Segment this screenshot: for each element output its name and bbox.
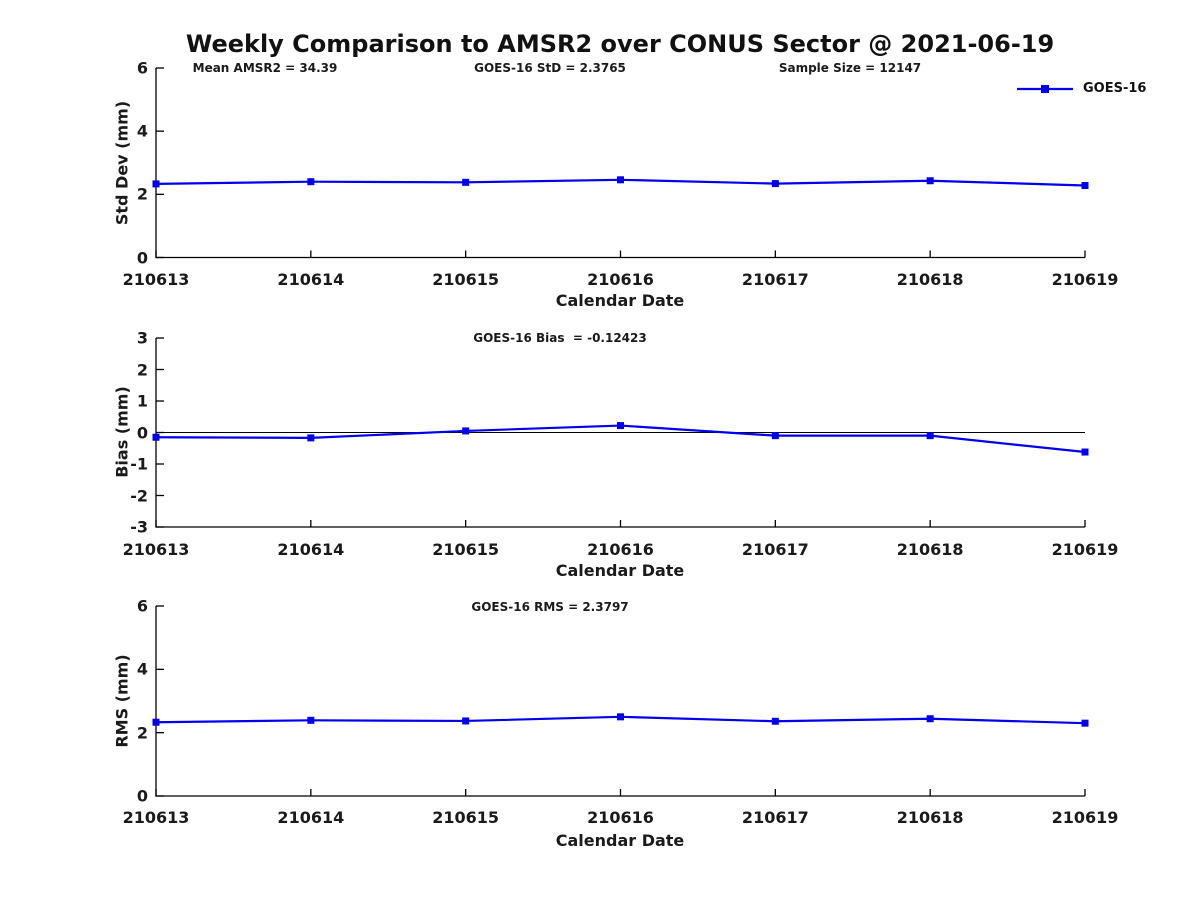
annotation-sample-size: Sample Size = 12147 (778, 61, 922, 75)
data-point-marker (617, 422, 624, 430)
data-point-marker (617, 176, 624, 184)
data-point-marker (462, 717, 470, 725)
data-point-marker (926, 715, 934, 723)
y-tick-label: 0 (136, 423, 148, 442)
x-tick-label: 210617 (741, 270, 809, 289)
annotation-goes16-rms: GOES-16 RMS = 2.3797 (471, 600, 629, 614)
data-point-marker (152, 718, 160, 726)
x-tick-label: 210615 (432, 540, 500, 559)
annotation-goes16-bias: GOES-16 Bias = -0.12423 (473, 331, 647, 345)
x-tick-label: 210619 (1051, 540, 1119, 559)
x-tick-label: 210614 (277, 808, 345, 827)
y-tick-label: 2 (136, 360, 148, 379)
x-tick-label: 210616 (587, 270, 654, 289)
legend-label: GOES-16 (1083, 81, 1147, 96)
data-point-marker (462, 178, 470, 186)
x-tick-label: 210614 (277, 270, 345, 289)
legend: GOES-16 (1016, 81, 1146, 96)
x-tick-label: 210617 (741, 540, 809, 559)
x-tick-label: 210618 (896, 540, 964, 559)
x-axis-label-subplot1: Calendar Date (555, 291, 685, 310)
data-point-marker (771, 180, 779, 188)
data-point-marker (152, 180, 160, 188)
annotation-mean-amsr2: Mean AMSR2 = 34.39 (192, 61, 338, 75)
chart-title: Weekly Comparison to AMSR2 over CONUS Se… (185, 30, 1055, 58)
x-tick-label: 210615 (432, 270, 500, 289)
series-line-goes-16 (155, 424, 1086, 454)
y-tick-label: 3 (136, 328, 148, 348)
x-tick-label: 210618 (896, 270, 964, 289)
data-point-marker (307, 434, 315, 442)
series-line-goes-16 (155, 178, 1086, 187)
y-tick-label: -2 (130, 486, 148, 505)
y-tick-label: 6 (136, 596, 148, 616)
annotation-goes16-std: GOES-16 StD = 2.3765 (474, 61, 626, 75)
data-point-marker (926, 432, 934, 440)
x-tick-label: 210617 (741, 808, 809, 827)
y-axis-label-std-dev: Std Dev (mm) (112, 100, 132, 226)
series-line-goes-16 (155, 715, 1086, 725)
x-tick-label: 210613 (122, 808, 190, 827)
y-tick-label: 1 (136, 391, 148, 411)
y-tick-label: 2 (136, 723, 148, 743)
x-axis-label-subplot3: Calendar Date (555, 831, 685, 850)
data-point-marker (771, 717, 779, 725)
x-tick-label: 210613 (122, 270, 190, 289)
data-point-marker (1081, 719, 1089, 727)
x-tick-label: 210616 (587, 808, 654, 827)
x-tick-label: 210619 (1051, 808, 1119, 827)
y-tick-label: 0 (136, 248, 148, 267)
data-point-marker (1081, 448, 1089, 456)
y-tick-label: 6 (136, 58, 148, 78)
y-tick-label: -1 (130, 454, 148, 474)
x-tick-label: 210616 (587, 540, 654, 559)
data-point-marker (926, 177, 934, 185)
data-point-marker (462, 427, 470, 435)
y-tick-label: 0 (136, 786, 148, 806)
y-tick-label: -3 (130, 517, 148, 537)
legend-line-marker-icon (1017, 84, 1073, 93)
y-tick-label: 4 (136, 659, 148, 679)
x-tick-label: 210615 (432, 808, 500, 827)
x-axis-label-subplot2: Calendar Date (555, 561, 685, 580)
x-tick-label: 210614 (277, 540, 345, 559)
x-tick-label: 210619 (1051, 270, 1119, 289)
data-point-marker (307, 716, 315, 724)
x-tick-label: 210618 (896, 808, 964, 827)
y-tick-label: 2 (136, 184, 148, 204)
data-point-marker (1081, 181, 1089, 189)
y-tick-label: 4 (136, 121, 148, 141)
x-tick-label: 210613 (122, 540, 190, 559)
data-point-marker (152, 433, 160, 441)
data-point-marker (307, 178, 315, 186)
data-point-marker (617, 713, 624, 721)
data-point-marker (771, 432, 779, 440)
